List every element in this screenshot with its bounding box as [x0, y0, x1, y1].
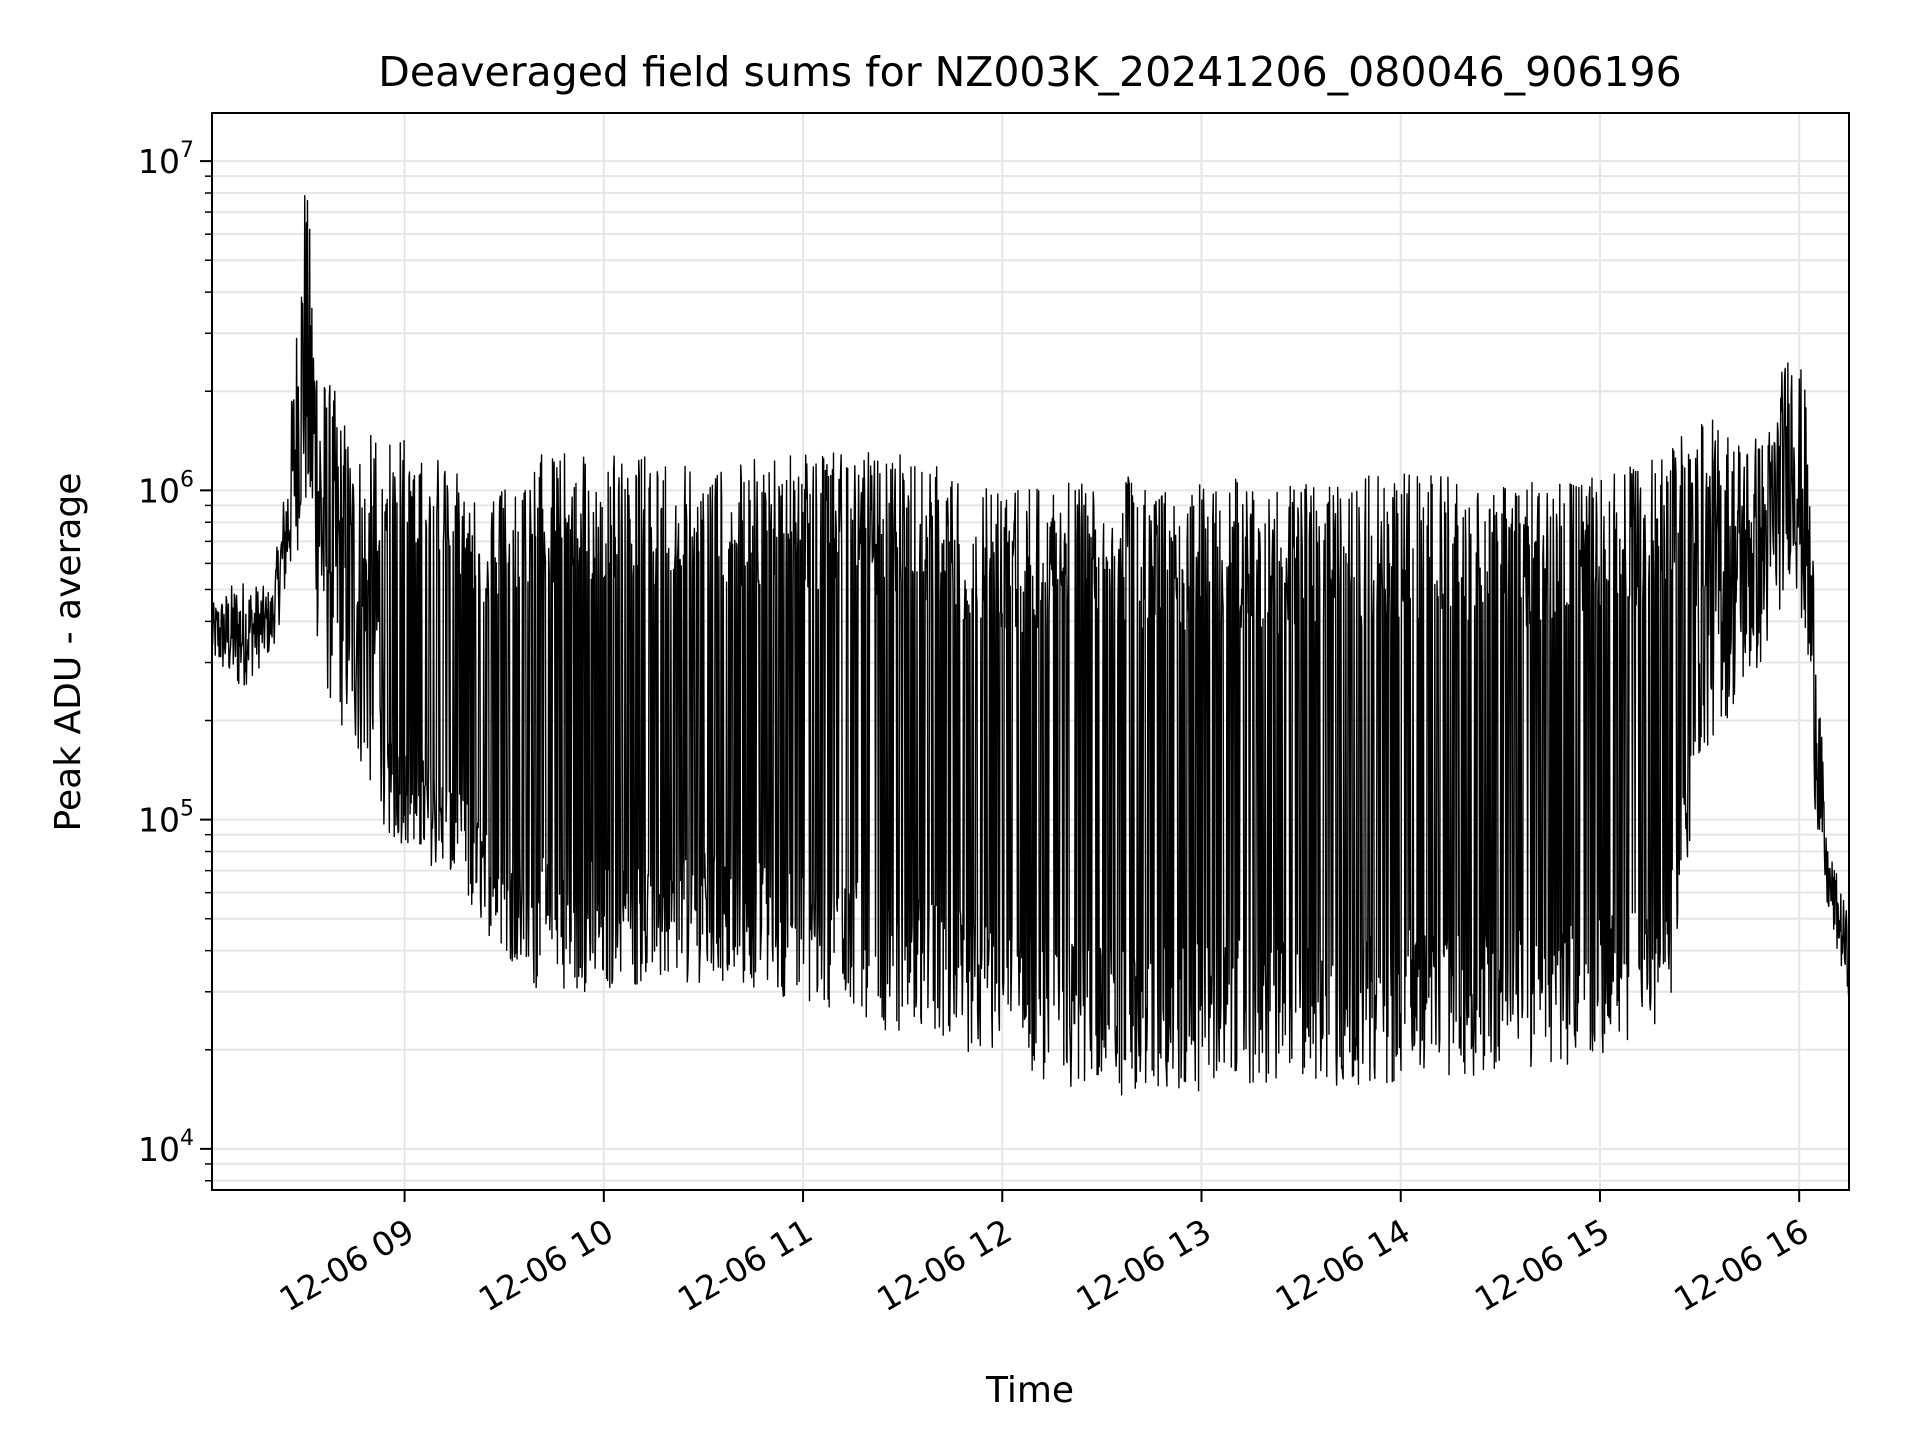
- plot-area-frame: [211, 112, 1850, 1191]
- y-axis-label: Peak ADU - average: [48, 473, 89, 832]
- y-tick-label: 105: [138, 797, 194, 840]
- chart-title: Deaveraged field sums for NZ003K_2024120…: [378, 48, 1681, 96]
- y-tick-label: 106: [138, 467, 194, 510]
- series-line: [211, 195, 1850, 1096]
- y-tick-label: 104: [138, 1126, 194, 1169]
- data-series: [211, 195, 1850, 1096]
- y-tick-label: 107: [138, 138, 194, 181]
- x-axis-label: Time: [985, 1370, 1074, 1411]
